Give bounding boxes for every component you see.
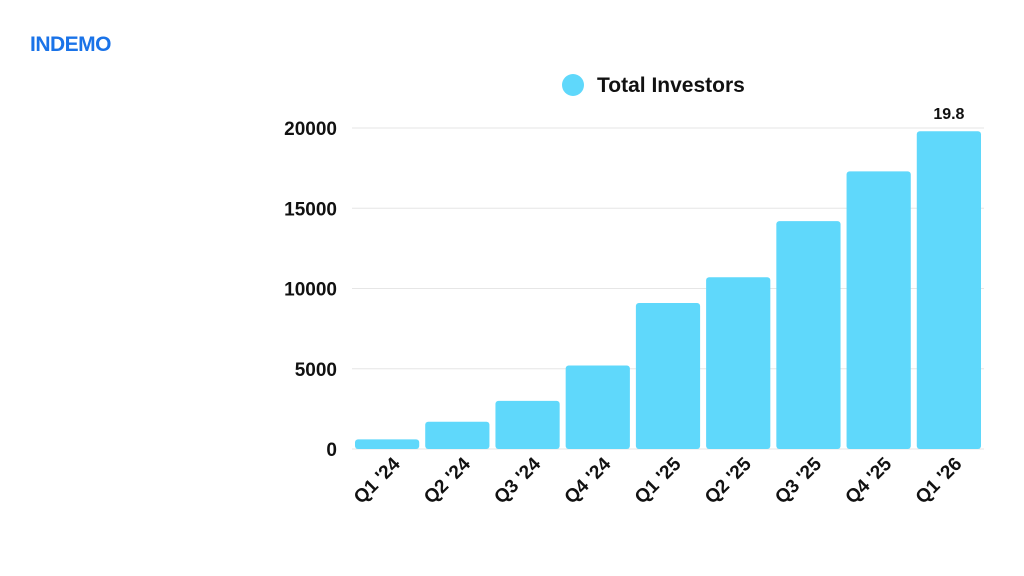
- y-tick-label: 5000: [295, 360, 337, 381]
- x-category-label: Q1 '25: [631, 453, 686, 508]
- data-labels: 19.8: [933, 106, 964, 123]
- x-axis-categories: Q1 '24 Q2 '24 Q3 '24 Q4 '24 Q1 '25 Q2 '25 Q3 '…: [350, 453, 966, 508]
- legend: Total Investors: [562, 74, 745, 97]
- brand-logo: INDEMO: [30, 33, 112, 56]
- x-category-label: Q3 '24: [490, 453, 545, 508]
- x-category-label: Q4 '24: [561, 453, 616, 508]
- bar: [425, 421, 490, 449]
- legend-label: Total Investors: [597, 74, 745, 97]
- x-category-label: Q4 '25: [842, 453, 897, 508]
- bar: [706, 277, 771, 449]
- bar: [565, 365, 630, 449]
- bars: [355, 131, 981, 449]
- bar: [355, 439, 420, 449]
- x-category-label: Q1 '24: [350, 453, 405, 508]
- y-tick-label: 0: [326, 440, 337, 461]
- y-tick-label: 15000: [284, 199, 337, 220]
- y-tick-label: 10000: [284, 280, 337, 301]
- y-axis-ticks: 0 5000 10000 15000 20000: [284, 119, 337, 461]
- bar: [846, 171, 911, 449]
- bar: [635, 302, 701, 449]
- data-label: 19.8: [933, 106, 964, 123]
- x-category-label: Q1 '26: [912, 454, 967, 509]
- y-tick-label: 20000: [284, 119, 337, 140]
- bar: [916, 131, 981, 449]
- legend-swatch: [562, 74, 584, 96]
- x-category-label: Q3 '25: [771, 453, 826, 508]
- bar: [495, 400, 560, 449]
- bar: [776, 221, 841, 449]
- x-category-label: Q2 '25: [701, 453, 756, 508]
- x-category-label: Q2 '24: [420, 453, 475, 508]
